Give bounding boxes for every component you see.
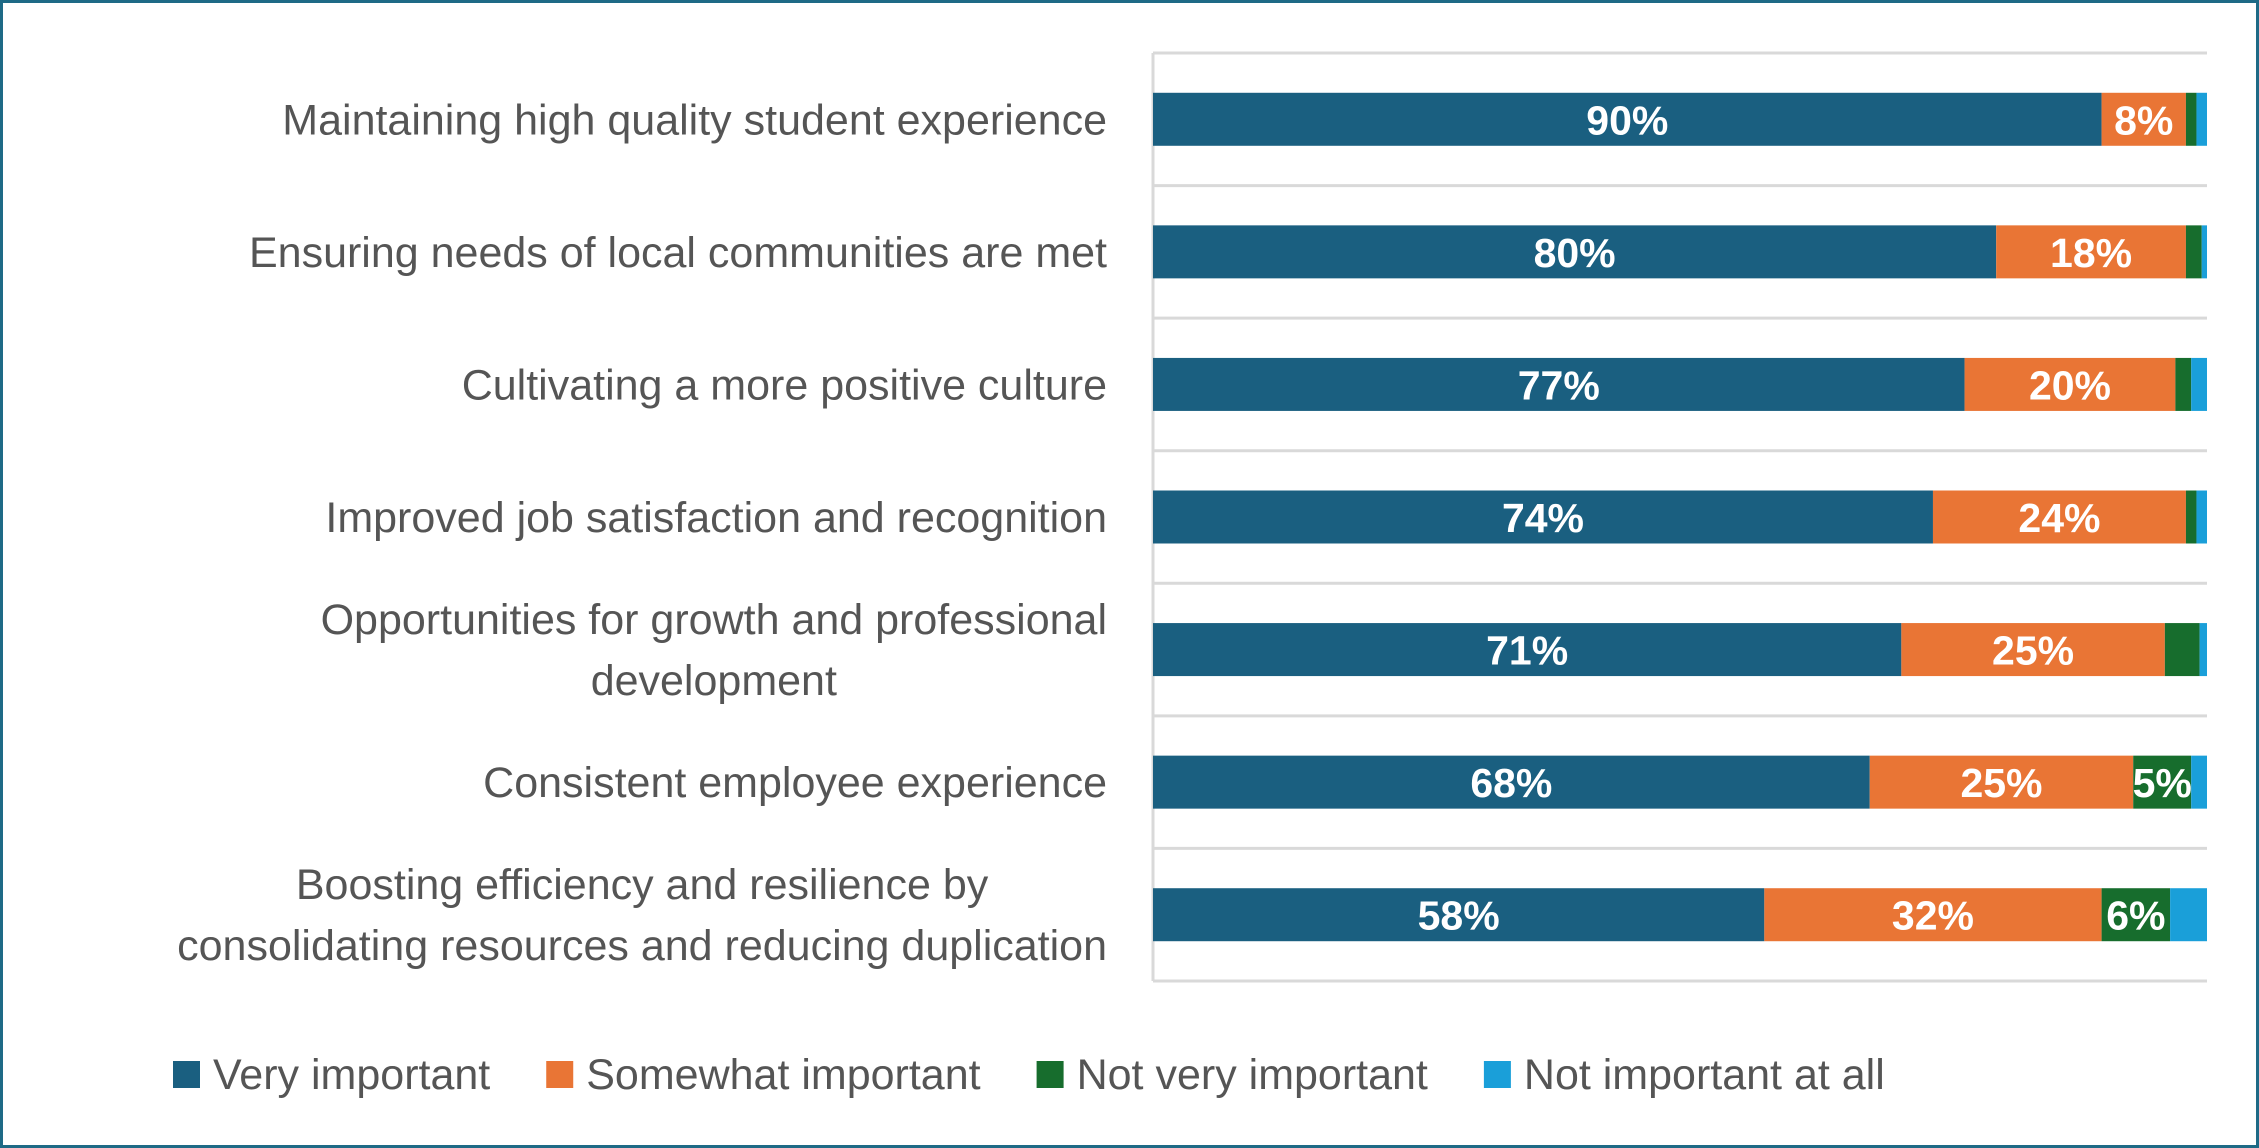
bar-segment-somewhat-important [1869,755,2134,809]
category-label-line: Consistent employee experience [483,759,1107,807]
bar-segment-very-important [1153,357,1965,411]
category-label-line: development [591,657,837,705]
bar-segment-very-important [1153,225,1997,279]
bar-segment-not-important-at-all [2196,92,2207,146]
category-label-line: Maintaining high quality student experie… [282,96,1107,144]
bar-segment-not-very-important [2185,490,2197,544]
bar-segment-not-very-important [2133,755,2192,809]
bar-segment-somewhat-important [2101,92,2186,146]
bar-segment-somewhat-important [1964,357,2176,411]
data-label: 5% [2133,760,2192,806]
bar-segment-not-important-at-all [2201,225,2207,279]
bar-segment-somewhat-important [1764,888,2102,942]
bar-segment-very-important [1153,490,1933,544]
data-label: 77% [1518,362,1600,408]
legend: Very important Somewhat important Not very… [173,1051,1885,1099]
legend-label: Not important at all [1524,1051,1885,1099]
bar-segment-somewhat-important [1996,225,2186,279]
data-label: 18% [2050,230,2132,276]
category-label: Improved job satisfaction and recognitio… [325,494,1107,542]
bar-segment-not-very-important [2175,357,2192,411]
data-label: 25% [1960,760,2042,806]
category-label: Maintaining high quality student experie… [282,96,1107,144]
data-label: 80% [1534,230,1616,276]
bar-segment-not-important-at-all [2199,623,2207,677]
data-label: 25% [1992,628,2074,674]
category-label: Opportunities for growth and professiona… [321,596,1107,705]
bar-segment-somewhat-important [1932,490,2186,544]
data-label: 24% [2018,495,2100,541]
data-label: 71% [1486,628,1568,674]
category-label: Ensuring needs of local communities are … [249,229,1107,277]
legend-label: Somewhat important [586,1051,980,1099]
bar-segment-not-important-at-all [2191,755,2207,809]
bar-segment-very-important [1153,888,1765,942]
category-label-line: Ensuring needs of local communities are … [249,229,1107,277]
data-label: 32% [1892,893,1974,939]
bar-segment-very-important [1153,755,1870,809]
data-label: 68% [1470,760,1552,806]
legend-swatch [173,1061,200,1088]
category-label-line: Opportunities for growth and professiona… [321,596,1107,644]
category-labels: Maintaining high quality student experie… [177,96,1107,970]
bar-segment-not-important-at-all [2191,357,2207,411]
legend-label: Not very important [1077,1051,1428,1099]
bar-segment-very-important [1153,623,1902,677]
data-label: 58% [1418,893,1500,939]
bar-segment-very-important [1153,92,2102,146]
stacked-bar-chart: 90% 8% 80% 18% 77% 20% 74% 24% 71% 25% 68% 25% 5% 58%… [173,51,2207,1099]
data-label: 8% [2114,97,2173,143]
bar-segment-not-very-important [2101,888,2171,942]
data-label: 90% [1586,97,1668,143]
bar-segment-not-very-important [2185,225,2202,279]
data-label: 20% [2029,362,2111,408]
category-label-line: consolidating resources and reducing dup… [177,922,1107,970]
bar-segment-not-important-at-all [2170,888,2207,942]
bars: 90% 8% 80% 18% 77% 20% 74% 24% 71% 25% 68% 25% 5% 58%… [1153,92,2207,942]
category-label-line: Cultivating a more positive culture [462,361,1107,409]
category-label-line: Boosting efficiency and resilience by [296,861,989,909]
legend-swatch [1036,1061,1064,1088]
bar-segment-somewhat-important [1901,623,2165,677]
bar-segment-not-very-important [2164,623,2200,677]
category-label: Consistent employee experience [483,759,1107,807]
data-label: 74% [1502,495,1584,541]
category-label: Boosting efficiency and resilience by con… [177,861,1107,970]
legend-swatch [546,1061,574,1088]
data-label: 6% [2106,893,2165,939]
category-label-line: Improved job satisfaction and recognitio… [325,494,1107,542]
legend-label: Very important [213,1051,490,1099]
legend-swatch [1483,1061,1511,1088]
bar-segment-not-very-important [2185,92,2197,146]
bar-segment-not-important-at-all [2196,490,2207,544]
category-label: Cultivating a more positive culture [462,361,1107,409]
